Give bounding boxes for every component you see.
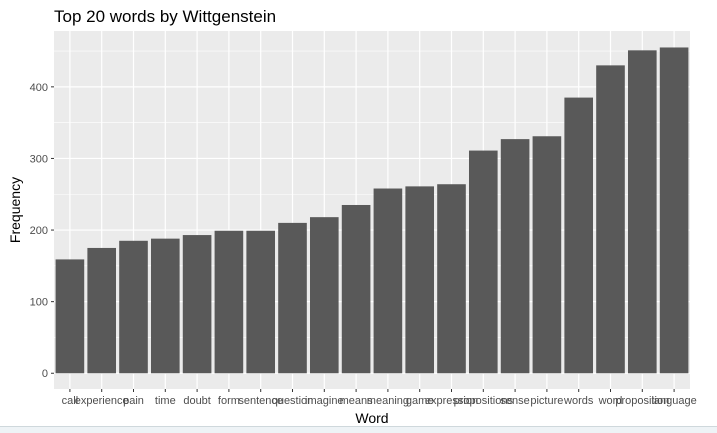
bar-picture xyxy=(532,136,562,374)
bar-language xyxy=(659,47,689,374)
plot-panel xyxy=(54,31,690,389)
x-tick-label-language: language xyxy=(651,395,696,407)
y-axis-ticks: 0 100 200 300 400 xyxy=(30,82,54,380)
bar-propositions xyxy=(468,150,498,374)
x-tick-label-proposition: proposition xyxy=(615,395,669,407)
x-tick-label-game: game xyxy=(406,395,434,407)
x-tick-label-means: means xyxy=(340,395,374,407)
bar-question xyxy=(278,222,307,374)
x-tick-label-sense: sense xyxy=(500,395,529,407)
bar-experience xyxy=(87,247,117,374)
bar-proposition xyxy=(627,50,657,374)
y-tick-label: 0 xyxy=(42,368,48,380)
x-tick-label-pain: pain xyxy=(123,395,144,407)
y-axis-title: Frequency xyxy=(7,177,23,243)
bar-meaning xyxy=(373,188,403,374)
bars xyxy=(55,47,689,374)
x-tick-label-experience: experience xyxy=(75,395,129,407)
y-tick-label: 300 xyxy=(30,153,48,165)
x-axis-title: Word xyxy=(355,410,388,426)
bar-sentence xyxy=(246,230,276,374)
bar-sense xyxy=(500,139,530,374)
x-tick-label-picture: picture xyxy=(530,395,563,407)
y-tick-label: 400 xyxy=(30,82,48,94)
bar-call xyxy=(55,259,85,374)
bar-form xyxy=(214,230,244,374)
x-tick-label-sentence: sentence xyxy=(238,395,283,407)
bar-time xyxy=(150,238,180,374)
x-tick-label-question: question xyxy=(272,395,314,407)
x-tick-label-expression: expression xyxy=(425,395,478,407)
x-tick-label-time: time xyxy=(155,395,176,407)
bar-word xyxy=(596,65,625,374)
bar-means xyxy=(341,204,371,374)
x-tick-label-doubt: doubt xyxy=(183,395,211,407)
bar-words xyxy=(564,97,594,374)
bar-game xyxy=(405,186,435,374)
bar-imagine xyxy=(309,217,339,374)
bar-pain xyxy=(119,240,148,374)
bar-doubt xyxy=(182,235,212,374)
chart-title: Top 20 words by Wittgenstein xyxy=(54,7,276,26)
window-bottom-strip xyxy=(0,426,717,433)
y-tick-label: 100 xyxy=(30,297,48,309)
x-tick-label-propositions: propositions xyxy=(454,395,514,407)
x-tick-label-meaning: meaning xyxy=(367,395,409,407)
x-tick-label-form: form xyxy=(218,395,240,407)
x-tick-label-word: word xyxy=(598,395,623,407)
x-tick-label-call: call xyxy=(62,395,79,407)
y-tick-label: 200 xyxy=(30,225,48,237)
x-tick-label-imagine: imagine xyxy=(305,395,344,407)
bar-expression xyxy=(437,184,466,374)
x-tick-label-words: words xyxy=(563,395,594,407)
